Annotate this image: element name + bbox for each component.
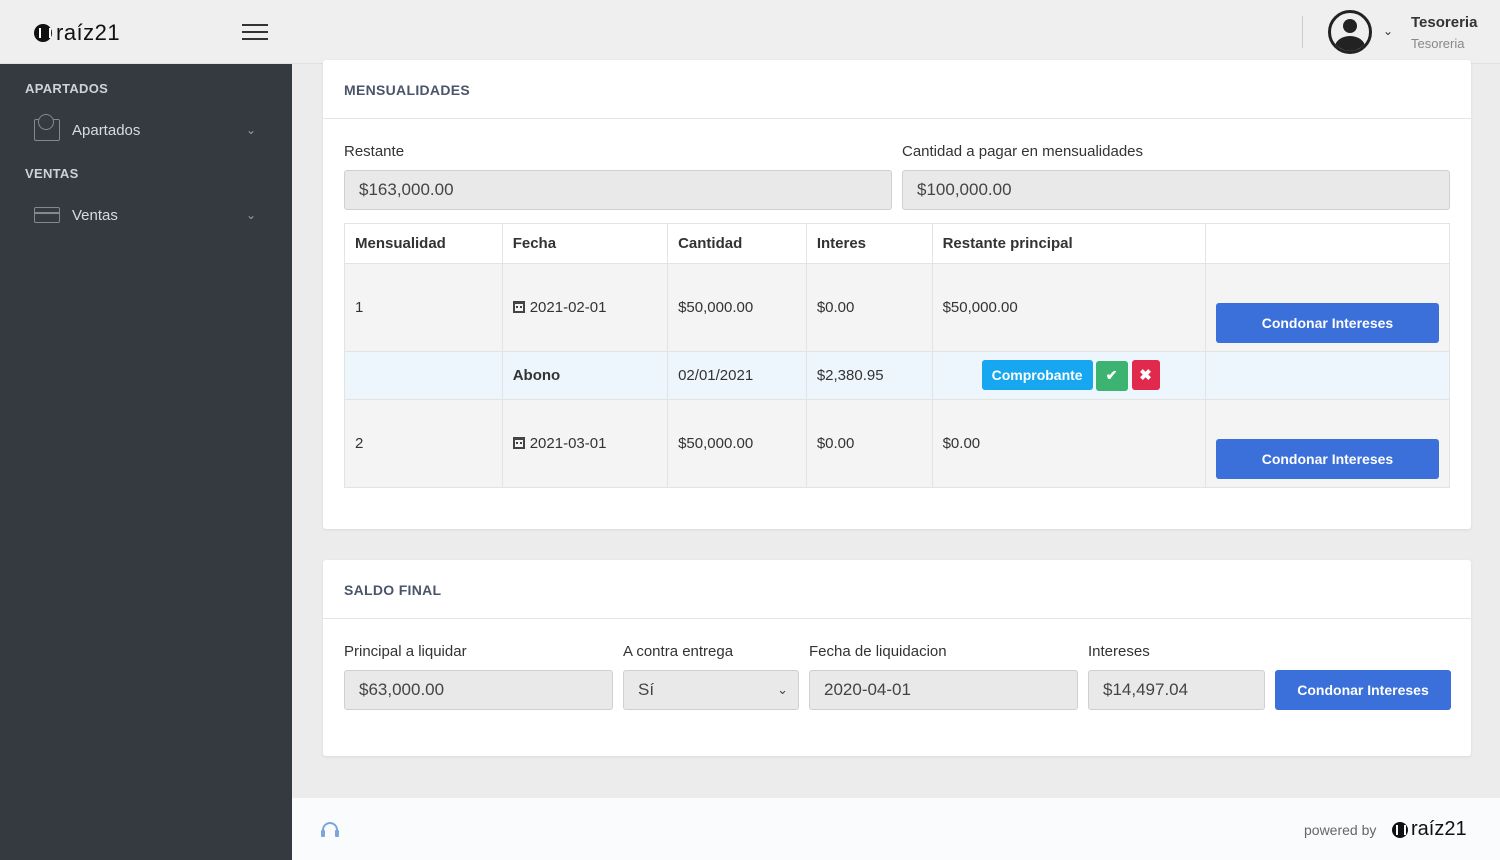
column-header-restante-principal: Restante principal — [931, 223, 1206, 264]
column-header-mensualidad: Mensualidad — [344, 223, 503, 264]
contra-entrega-select[interactable]: Sí ⌄ — [623, 670, 799, 710]
user-avatar-icon[interactable] — [1328, 10, 1372, 54]
cell-cantidad: $50,000.00 — [667, 263, 807, 352]
logo-mark-icon — [34, 24, 52, 42]
chevron-down-icon: ⌄ — [245, 208, 256, 222]
cell-abono-actions: Comprobante ✔ ✖ — [931, 351, 1206, 400]
table-header-row: Mensualidad Fecha Cantidad Interes Resta… — [344, 223, 1451, 264]
header-divider — [1302, 16, 1303, 48]
card-divider — [323, 618, 1471, 619]
cell-interes: $0.00 — [805, 263, 933, 352]
sidebar-section-apartados: APARTADOS — [25, 81, 109, 96]
column-header-cantidad: Cantidad — [667, 223, 807, 264]
sidebar: APARTADOS Apartados ⌄ VENTAS Ventas ⌄ — [0, 64, 292, 860]
powered-by-text: powered by — [1304, 822, 1377, 838]
intereses-label: Intereses — [1088, 643, 1150, 660]
calendar-icon — [512, 301, 525, 313]
chevron-down-icon: ⌄ — [245, 123, 256, 137]
fecha-text: 2021-03-01 — [529, 435, 607, 452]
sidebar-item-ventas[interactable]: Ventas ⌄ — [34, 197, 264, 233]
saldo-condonar-intereses-button[interactable]: Condonar Intereses — [1275, 670, 1451, 710]
reject-close-icon[interactable]: ✖ — [1131, 360, 1160, 391]
condonar-intereses-button[interactable]: Condonar Intereses — [1215, 302, 1439, 343]
headset-support-icon[interactable] — [321, 822, 339, 837]
main-content: MENSUALIDADES Restante $163,000.00 Canti… — [292, 60, 1500, 798]
fecha-text: 2021-02-01 — [529, 299, 607, 316]
cell-empty — [344, 351, 503, 400]
mensualidades-title: MENSUALIDADES — [344, 82, 471, 98]
cell-restante: $0.00 — [931, 399, 1206, 488]
sidebar-section-ventas: VENTAS — [25, 166, 79, 181]
cell-actions: Condonar Intereses — [1204, 263, 1451, 352]
cell-fecha: 2021-02-01 — [501, 263, 669, 352]
mensualidades-card: MENSUALIDADES Restante $163,000.00 Canti… — [323, 60, 1471, 529]
cell-empty — [1204, 351, 1451, 400]
condonar-intereses-button[interactable]: Condonar Intereses — [1215, 438, 1439, 479]
logo-mark-icon — [1392, 821, 1408, 838]
cell-mensualidad: 1 — [344, 263, 503, 352]
cantidad-mensualidades-field[interactable]: $100,000.00 — [902, 170, 1450, 210]
fecha-liquidacion-field[interactable]: 2020-04-01 — [809, 670, 1078, 710]
cell-fecha: 2021-03-01 — [501, 399, 669, 488]
cell-restante: $50,000.00 — [931, 263, 1206, 352]
cell-mensualidad: 2 — [344, 399, 503, 488]
contra-entrega-label: A contra entrega — [623, 643, 734, 660]
brand-logo[interactable]: raíz21 — [34, 20, 120, 46]
chevron-down-icon: ⌄ — [777, 682, 788, 697]
user-menu-chevron-icon[interactable]: ⌄ — [1383, 24, 1394, 38]
sidebar-item-label: Ventas — [72, 206, 118, 224]
intereses-field[interactable]: $14,497.04 — [1088, 670, 1265, 710]
cell-interes: $0.00 — [805, 399, 933, 488]
envelope-icon — [34, 114, 60, 141]
top-bar: raíz21 ⌄ Tesoreria Tesoreria — [0, 0, 1500, 64]
card-divider — [323, 118, 1471, 119]
column-header-actions — [1204, 223, 1451, 264]
principal-label: Principal a liquidar — [344, 643, 467, 660]
footer-brand-name: raíz21 — [1411, 818, 1467, 840]
cantidad-mensualidades-label: Cantidad a pagar en mensualidades — [902, 143, 1144, 160]
user-role: Tesoreria — [1411, 36, 1465, 51]
approve-check-icon[interactable]: ✔ — [1095, 360, 1128, 391]
contra-entrega-value: Sí — [638, 680, 655, 699]
table-row: 1 2021-02-01 $50,000.00 $0.00 $50,000.00… — [344, 263, 1451, 352]
principal-field[interactable]: $63,000.00 — [344, 670, 613, 710]
table-row: 2 2021-03-01 $50,000.00 $0.00 $0.00 Cond… — [344, 399, 1451, 488]
comprobante-button[interactable]: Comprobante — [981, 360, 1093, 391]
user-name: Tesoreria — [1411, 14, 1478, 31]
cell-actions: Condonar Intereses — [1204, 399, 1451, 488]
fecha-liquidacion-label: Fecha de liquidacion — [809, 643, 947, 660]
sidebar-item-label: Apartados — [72, 121, 141, 139]
credit-card-icon — [34, 207, 60, 223]
abono-row: Abono 02/01/2021 $2,380.95 Comprobante ✔ ✖ — [344, 351, 1451, 400]
calendar-icon — [512, 437, 525, 449]
menu-toggle-icon[interactable] — [242, 24, 268, 40]
saldo-final-card: SALDO FINAL Principal a liquidar $63,000… — [323, 560, 1471, 756]
restante-field[interactable]: $163,000.00 — [344, 170, 892, 210]
mensualidades-table: Mensualidad Fecha Cantidad Interes Resta… — [344, 223, 1451, 488]
brand-name: raíz21 — [56, 20, 121, 45]
cell-abono-cantidad: $2,380.95 — [805, 351, 933, 400]
cell-cantidad: $50,000.00 — [667, 399, 807, 488]
column-header-fecha: Fecha — [501, 223, 669, 264]
cell-abono-fecha: 02/01/2021 — [667, 351, 807, 400]
restante-label: Restante — [344, 143, 405, 160]
footer-brand-logo: raíz21 — [1392, 818, 1467, 841]
cell-abono-label: Abono — [501, 351, 669, 400]
saldo-final-title: SALDO FINAL — [344, 582, 442, 598]
column-header-interes: Interes — [805, 223, 933, 264]
sidebar-item-apartados[interactable]: Apartados ⌄ — [34, 112, 264, 148]
footer: powered by raíz21 — [292, 798, 1500, 860]
